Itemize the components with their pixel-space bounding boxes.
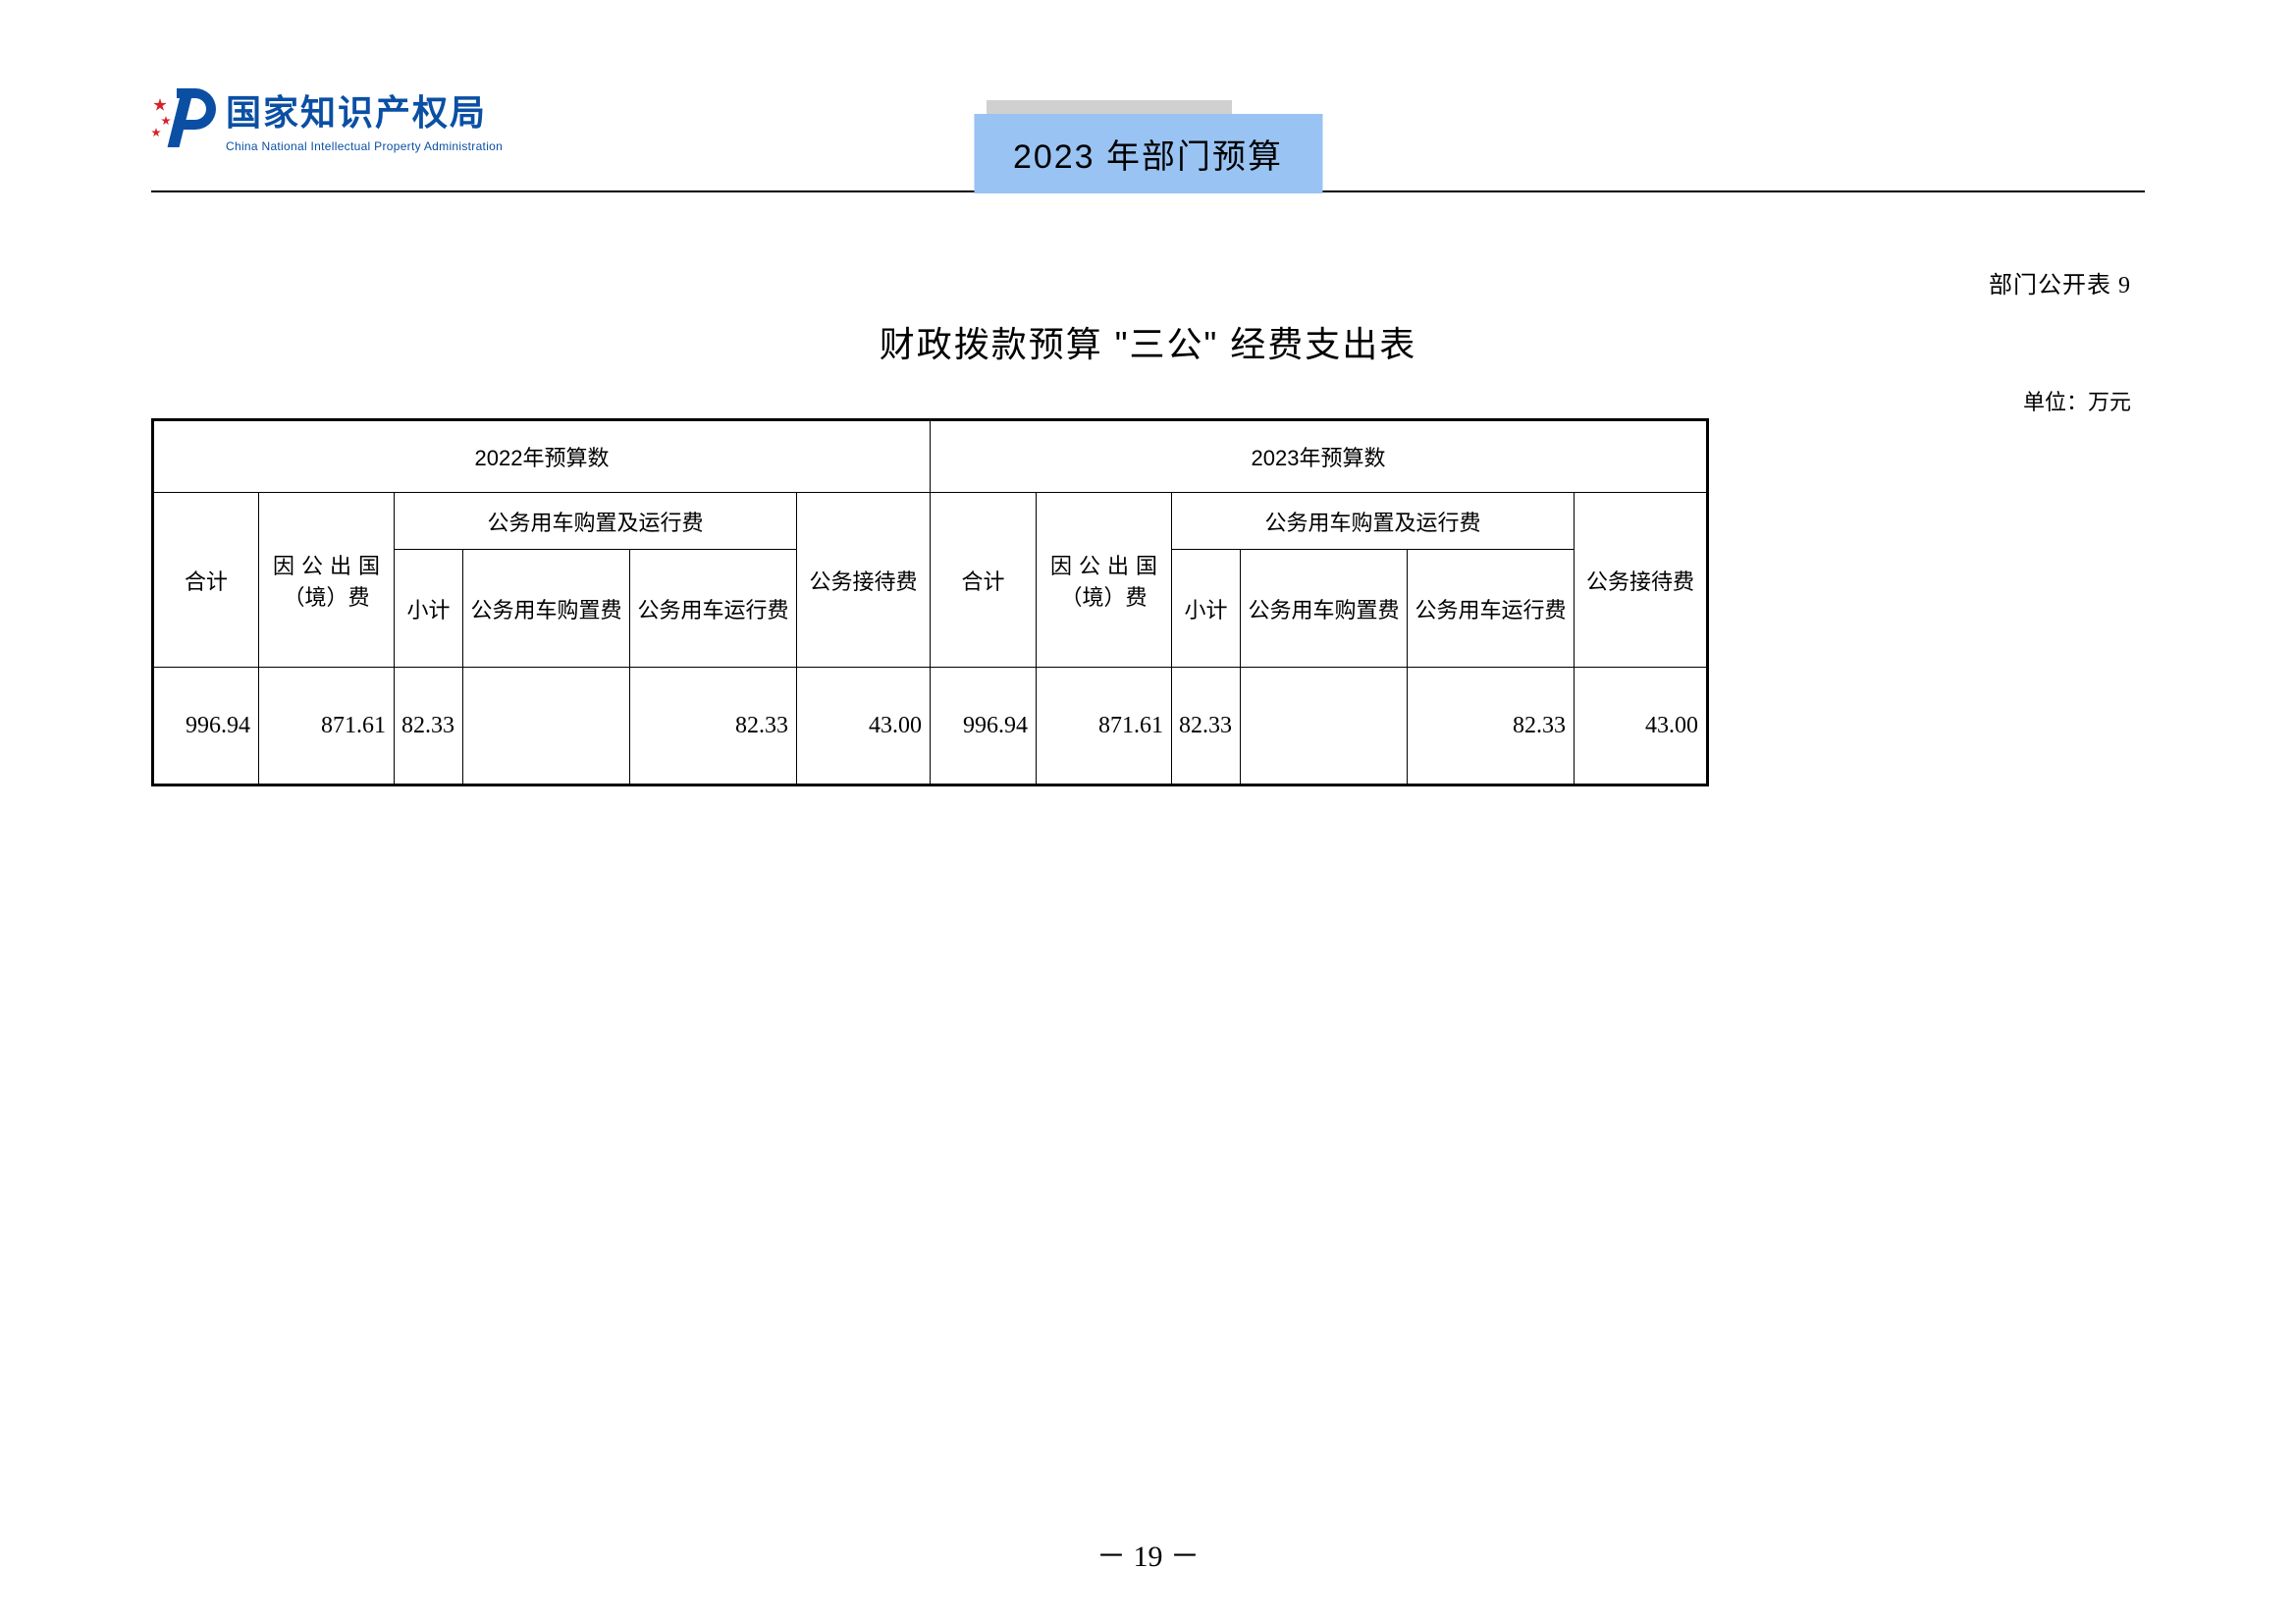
cell-2022-heji: 996.94 [153,668,259,785]
logo-icon [151,86,220,151]
unit-label: 单位：万元 [2023,385,2131,416]
cell-2023-gouzhi [1241,668,1408,785]
th-yunxing-2022: 公务用车运行费 [630,550,797,668]
cell-2023-jiedai: 43.00 [1575,668,1708,785]
cell-2022-yunxing: 82.33 [630,668,797,785]
th-gouzhi-2023: 公务用车购置费 [1241,550,1408,668]
table-reference: 部门公开表 9 [1989,265,2131,299]
budget-table: 2022年预算数 2023年预算数 合计 因 公 出 国 （境）费 公务用车购置… [151,418,1709,786]
cell-2023-heji: 996.94 [931,668,1037,785]
cell-2022-xiaoji: 82.33 [395,668,463,785]
page-header: 国家知识产权局 China National Intellectual Prop… [151,84,2145,192]
th-year-2023: 2023年预算数 [931,420,1708,493]
cell-2023-xiaoji: 82.33 [1172,668,1241,785]
th-chuguo-2023: 因 公 出 国 （境）费 [1037,493,1172,668]
table-row: 996.94 871.61 82.33 82.33 43.00 996.94 8… [153,668,1708,785]
th-vehicle-group-2022: 公务用车购置及运行费 [395,493,797,550]
th-xiaoji-2022: 小计 [395,550,463,668]
th-yunxing-2023: 公务用车运行费 [1408,550,1575,668]
th-xiaoji-2023: 小计 [1172,550,1241,668]
th-vehicle-group-2023: 公务用车购置及运行费 [1172,493,1575,550]
doc-title: 2023 年部门预算 [974,114,1322,193]
cell-2022-gouzhi [463,668,630,785]
th-gouzhi-2022: 公务用车购置费 [463,550,630,668]
th-heji-2022: 合计 [153,493,259,668]
cell-2022-jiedai: 43.00 [797,668,931,785]
th-jiedai-2022: 公务接待费 [797,493,931,668]
cell-2023-yunxing: 82.33 [1408,668,1575,785]
page-number: － 19 － [1096,1532,1200,1575]
cell-2022-chuguo: 871.61 [259,668,395,785]
logo-text-en: China National Intellectual Property Adm… [226,139,503,153]
page-title: 财政拨款预算 "三公" 经费支出表 [880,316,1417,367]
logo: 国家知识产权局 China National Intellectual Prop… [151,84,503,153]
th-heji-2023: 合计 [931,493,1037,668]
logo-text-cn: 国家知识产权局 [226,84,503,135]
th-jiedai-2023: 公务接待费 [1575,493,1708,668]
cell-2023-chuguo: 871.61 [1037,668,1172,785]
th-chuguo-2022: 因 公 出 国 （境）费 [259,493,395,668]
th-year-2022: 2022年预算数 [153,420,931,493]
